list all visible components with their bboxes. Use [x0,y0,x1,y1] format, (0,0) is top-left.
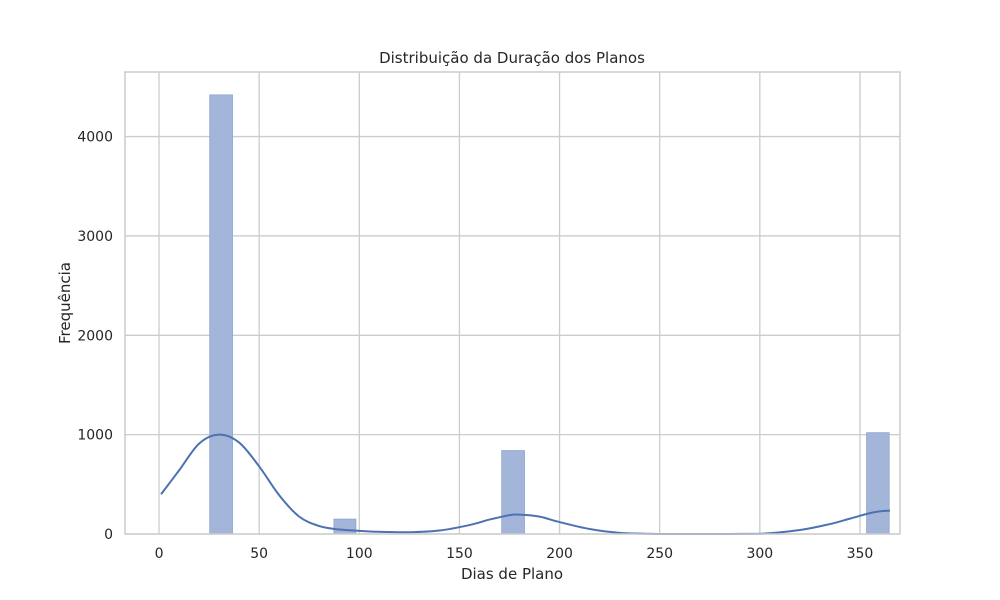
histogram-bar [501,450,525,535]
x-tick-label: 100 [346,546,373,562]
histogram-bar [333,518,357,535]
histogram-bar [209,94,233,535]
x-axis-label: Dias de Plano [461,565,563,583]
kde-line [160,433,891,536]
x-tick-label: 250 [646,546,673,562]
kde-curve-layer [160,433,891,536]
histogram-bar [866,432,890,535]
x-tick-labels: 0 50 100 150 200 250 300 350 [155,546,874,562]
y-tick-label: 3000 [77,229,113,245]
y-tick-label: 1000 [77,428,113,444]
y-axis-label: Frequência [56,262,74,344]
plot-frame [124,71,901,535]
x-tick-label: 300 [746,546,773,562]
x-tick-label: 0 [155,546,164,562]
y-tick-label: 0 [104,527,113,543]
x-tick-label: 350 [847,546,874,562]
x-tick-label: 150 [446,546,473,562]
y-tick-label: 4000 [77,130,113,146]
chart-title: Distribuição da Duração dos Planos [379,49,645,67]
x-tick-label: 50 [250,546,268,562]
x-tick-label: 200 [546,546,573,562]
y-tick-labels: 0 1000 2000 3000 4000 [77,130,113,543]
y-tick-label: 2000 [77,328,113,344]
